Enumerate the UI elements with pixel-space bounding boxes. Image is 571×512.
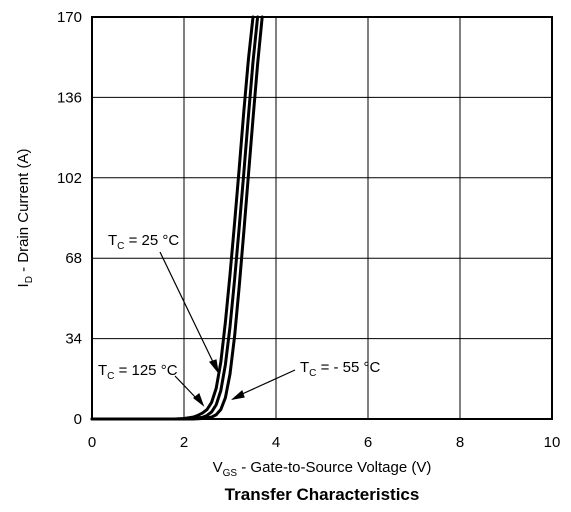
arrowhead-125c — [193, 393, 205, 407]
annotation-125c: TC = 125 °C — [98, 362, 178, 382]
x-tick-label: 0 — [88, 434, 96, 451]
arrow-25c — [159, 251, 215, 365]
y-tick-label: 102 — [57, 170, 82, 187]
x-tick-label: 8 — [456, 434, 464, 451]
x-tick-label: 4 — [272, 434, 280, 451]
x-tick-label: 10 — [544, 434, 561, 451]
chart-title: Transfer Characteristics — [225, 485, 420, 504]
y-tick-label: 170 — [57, 9, 82, 26]
y-tick-label: 68 — [65, 250, 82, 267]
arrow-125c — [174, 375, 199, 401]
arrowhead-25c — [208, 359, 219, 375]
x-tick-label: 2 — [180, 434, 188, 451]
x-axis-label: VGS - Gate-to-Source Voltage (V) — [213, 459, 432, 479]
arrow-55c — [239, 369, 296, 396]
y-tick-label: 0 — [74, 411, 82, 428]
annotation-arrows — [159, 251, 296, 407]
arrowhead-55c — [231, 389, 245, 400]
annotation-25c: TC = 25 °C — [108, 232, 179, 252]
series-line-0 — [90, 15, 255, 421]
series-line-2 — [90, 15, 264, 421]
curves — [90, 15, 264, 421]
annotation-55c: TC = - 55 °C — [300, 359, 381, 379]
y-tick-label: 34 — [65, 331, 82, 348]
y-tick-labels: 0 34 68 102 136 170 — [57, 9, 82, 428]
x-tick-label: 6 — [364, 434, 372, 451]
grid-lines — [92, 17, 552, 419]
y-tick-label: 136 — [57, 89, 82, 106]
plot-frame — [91, 16, 553, 420]
x-tick-labels: 0 2 4 6 8 10 — [88, 434, 561, 451]
y-axis-label: ID - Drain Current (A) — [15, 149, 35, 288]
